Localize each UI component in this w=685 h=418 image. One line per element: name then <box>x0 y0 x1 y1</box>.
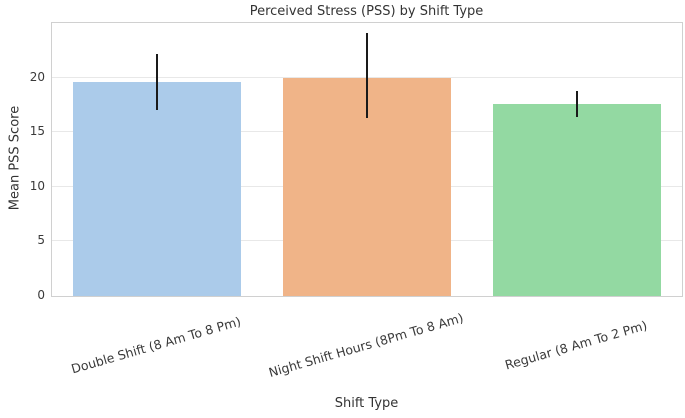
chart-title: Perceived Stress (PSS) by Shift Type <box>249 4 484 19</box>
y-tick-label: 0 <box>37 288 45 302</box>
y-tick-label: 10 <box>29 178 45 193</box>
error-bar-0 <box>156 53 158 111</box>
x-tick-label: Double Shift (8 Am To 8 Pm) <box>69 313 243 377</box>
y-tick-label: 15 <box>29 124 45 139</box>
bar-0 <box>73 81 241 296</box>
error-bar-1 <box>366 32 368 119</box>
y-axis-label: Mean PSS Score <box>7 105 23 211</box>
x-tick-label: Regular (8 Am To 2 Pm) <box>503 317 649 373</box>
error-bar-2 <box>576 90 578 117</box>
plot-area <box>51 22 683 297</box>
x-axis-label: Shift Type <box>334 396 399 411</box>
y-tick-label: 20 <box>29 69 45 84</box>
y-tick-label: 5 <box>37 233 45 248</box>
x-tick-label: Night Shift Hours (8Pm To 8 Am) <box>266 309 466 381</box>
bar-2 <box>493 103 661 296</box>
